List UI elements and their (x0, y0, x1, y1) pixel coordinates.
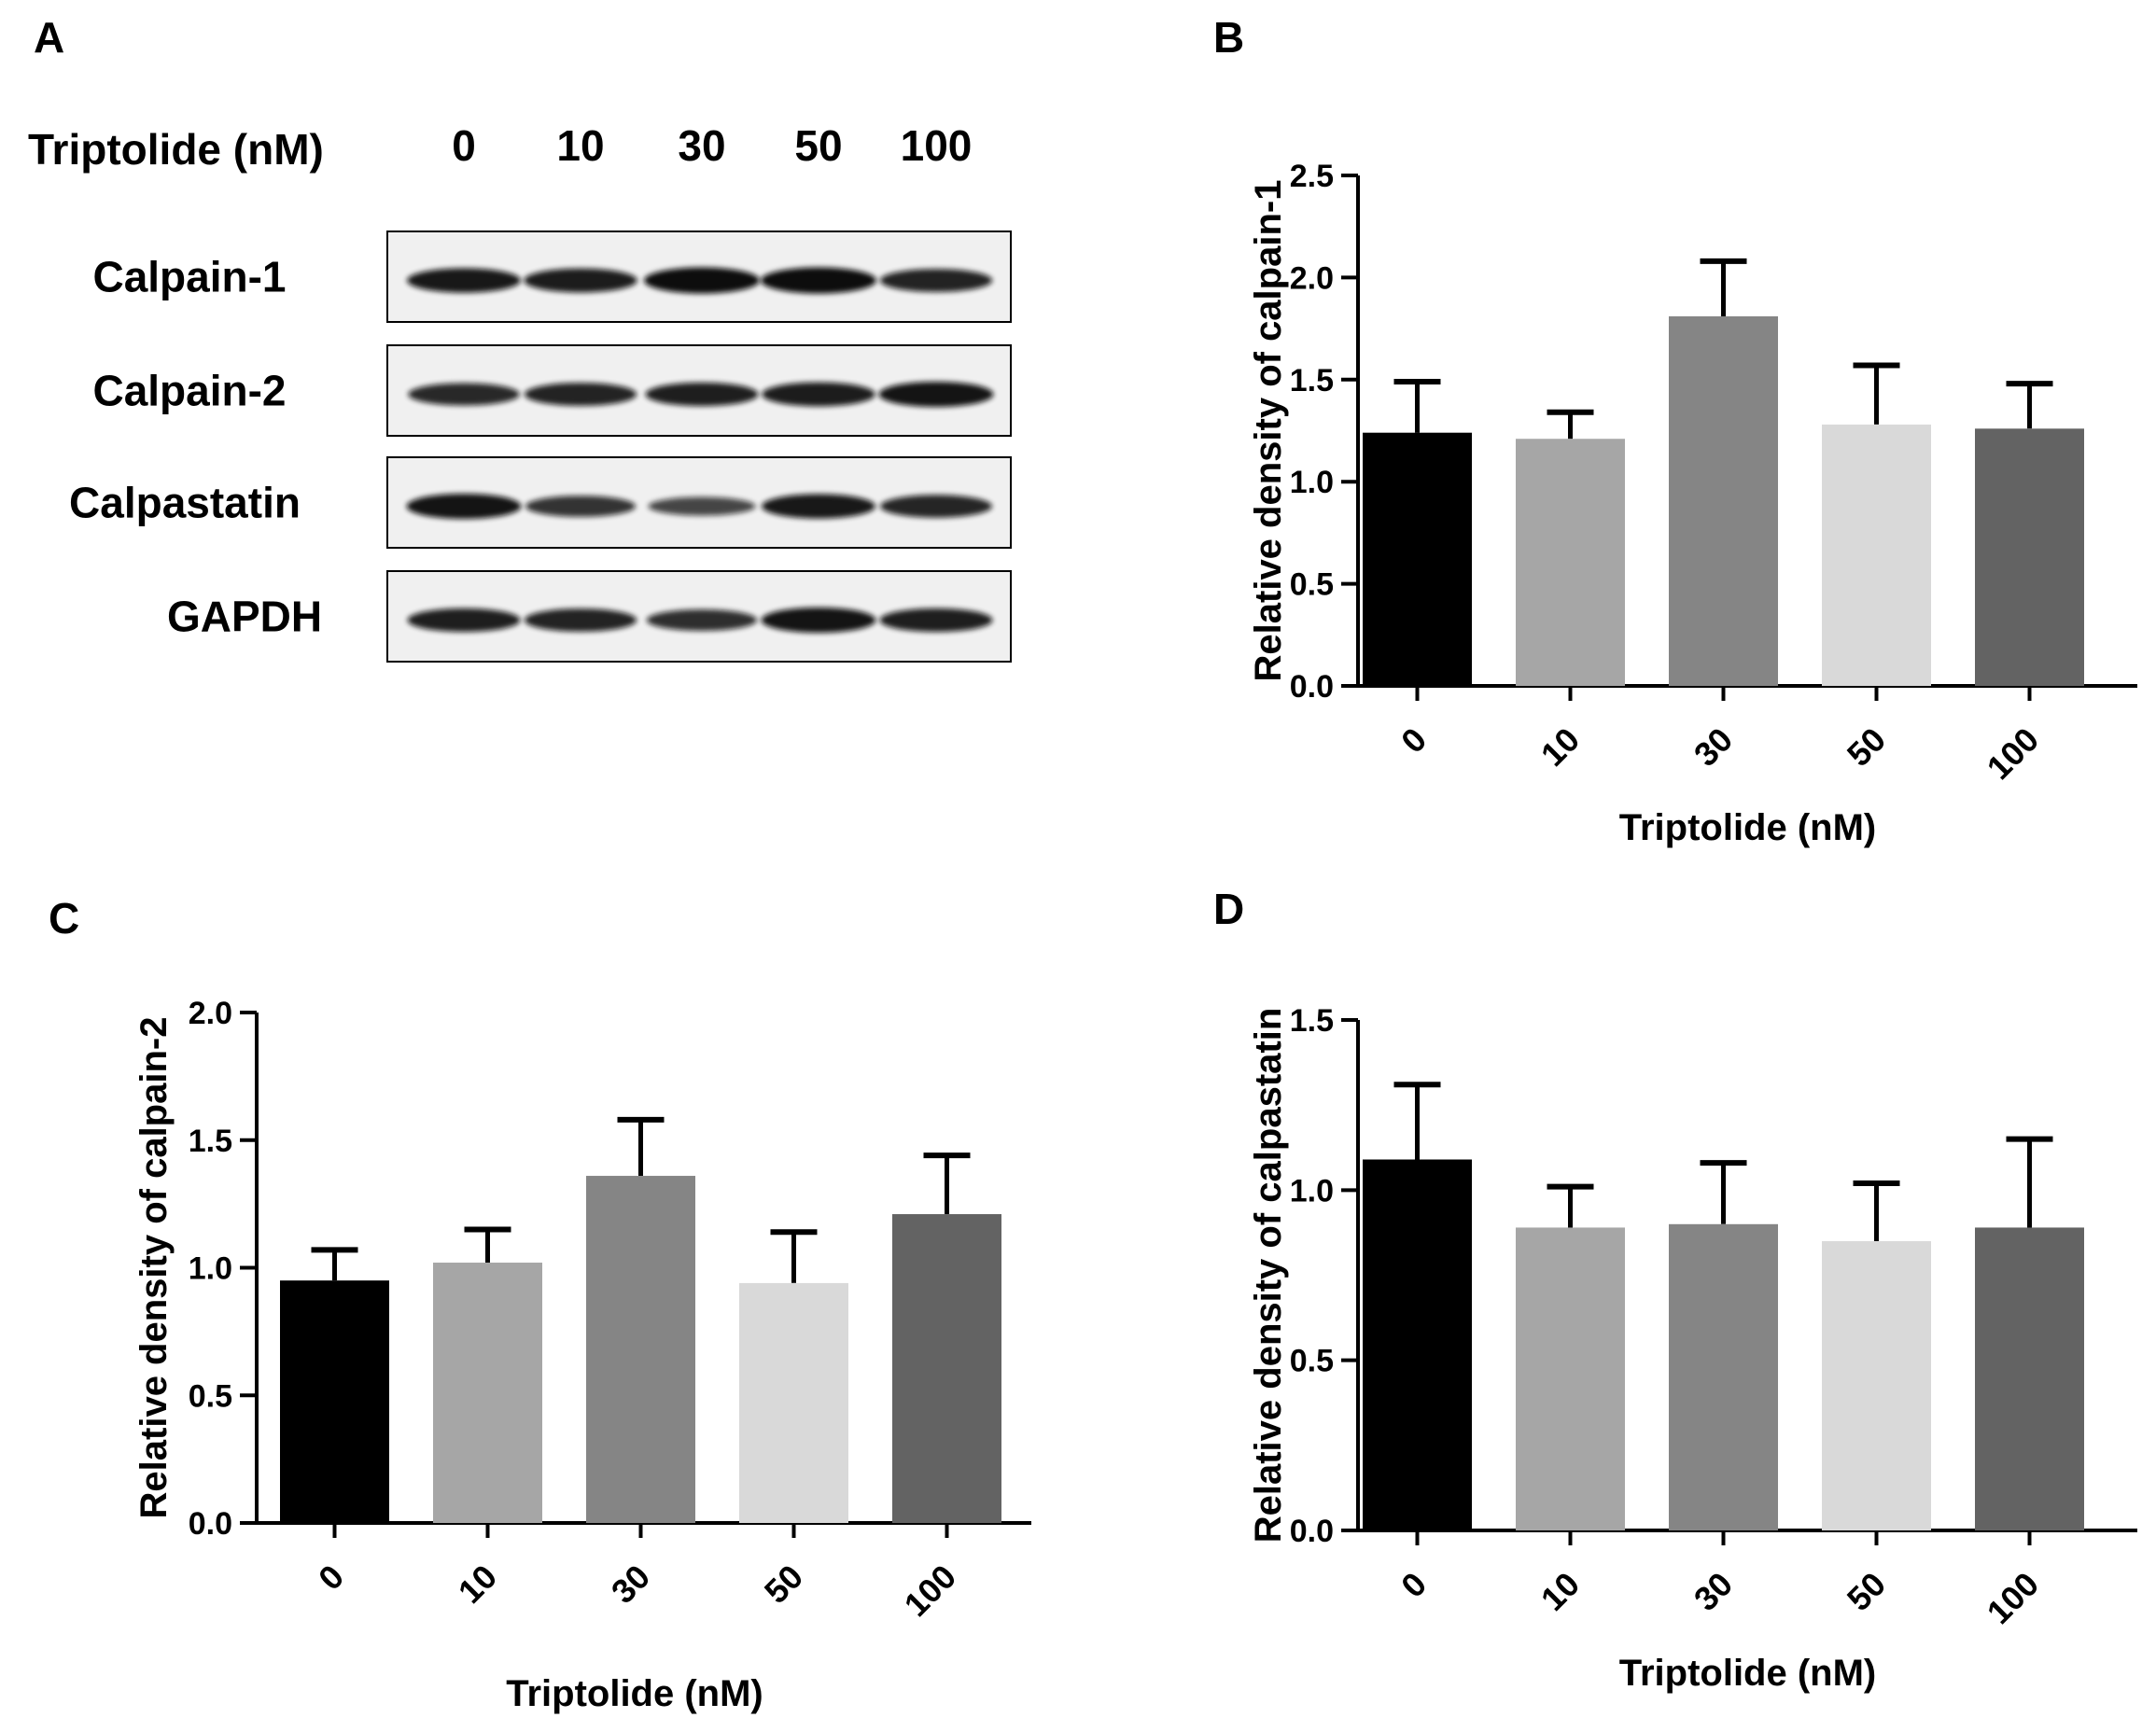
bar (1822, 1241, 1931, 1530)
y-tick-label: 1.0 (1290, 1173, 1334, 1208)
x-tick-label: 0 (311, 1557, 351, 1598)
bar (1975, 1227, 2084, 1530)
blot-band (648, 496, 756, 516)
y-tick-label: 1.5 (189, 1124, 232, 1159)
blot-row-label: GAPDH (167, 593, 322, 641)
x-tick-label: 0 (1393, 1565, 1434, 1605)
y-tick-label: 0.5 (1290, 1344, 1334, 1379)
blot-band (879, 269, 993, 292)
blot-band (525, 496, 636, 517)
bar (1669, 315, 1778, 686)
bar (1363, 432, 1472, 686)
y-tick-label: 2.0 (189, 996, 232, 1031)
bar (1975, 428, 2084, 686)
y-tick-label: 2.0 (1290, 260, 1334, 296)
x-tick-label: 10 (1533, 1565, 1587, 1618)
y-tick-label: 0.5 (189, 1378, 232, 1414)
lane-label: 10 (556, 121, 604, 170)
x-tick-label: 30 (604, 1557, 657, 1611)
blot-row-label: Calpain-1 (92, 253, 286, 301)
bar (1822, 424, 1931, 686)
blot-row-label: Calpastatin (69, 479, 301, 527)
blot-band (406, 493, 522, 520)
lane-label: 100 (901, 121, 973, 170)
bar (1516, 1227, 1625, 1530)
x-tick-label: 0 (1393, 720, 1434, 761)
blot-band (646, 609, 758, 631)
x-tick-label: 30 (1687, 720, 1740, 774)
x-tick-label: 10 (451, 1557, 504, 1611)
x-tick-label: 100 (1980, 1565, 2046, 1631)
blot-band (761, 267, 876, 294)
blot-band (879, 608, 993, 633)
blot-band (762, 382, 875, 407)
blot-band (762, 494, 875, 519)
y-tick-label: 1.5 (1290, 363, 1334, 398)
lane-label: 50 (794, 121, 842, 170)
x-tick-label: 100 (897, 1557, 963, 1624)
bar (739, 1282, 848, 1523)
panel-label: C (49, 894, 79, 943)
panel-a-label: A (34, 13, 64, 62)
x-axis-title: Triptolide (nM) (1619, 807, 1877, 848)
bar (586, 1176, 695, 1523)
bar (892, 1214, 1001, 1523)
x-axis-title: Triptolide (nM) (506, 1673, 763, 1714)
y-tick-label: 0.0 (189, 1506, 232, 1542)
x-tick-label: 100 (1980, 720, 2046, 787)
y-tick-label: 1.0 (1290, 465, 1334, 500)
bar (1516, 439, 1625, 686)
y-axis-title: Relative density of calpain-1 (1248, 180, 1289, 682)
blot-band (880, 495, 992, 518)
bar (433, 1263, 542, 1523)
panel-a-western-blot: A Triptolide (nM) 0 10 30 50 100 Calpain-1 Calpa… (28, 13, 1012, 663)
panel-label: B (1213, 13, 1244, 62)
blot-band (644, 267, 760, 294)
y-tick-label: 1.5 (1290, 1003, 1334, 1039)
blot-band (645, 382, 759, 407)
lane-label: 0 (452, 121, 476, 170)
panel-label: D (1213, 885, 1244, 933)
blot-band (407, 268, 521, 293)
blot-band (878, 381, 994, 408)
bar (280, 1280, 389, 1523)
y-tick-label: 0.0 (1290, 669, 1334, 705)
x-tick-label: 10 (1533, 720, 1587, 774)
lane-label: 30 (678, 121, 725, 170)
x-tick-label: 50 (1840, 720, 1893, 774)
y-tick-label: 1.0 (189, 1251, 232, 1287)
y-tick-label: 0.5 (1290, 567, 1334, 603)
blot-band (408, 383, 520, 406)
y-axis-title: Relative density of calpain-2 (133, 1017, 175, 1519)
panel-c-chart: C 0.0 0.5 1.0 1.5 2.0 Relative density of calp… (49, 894, 1031, 1714)
y-tick-label: 2.5 (1290, 159, 1334, 194)
y-axis-title: Relative density of calpastatin (1248, 1008, 1289, 1543)
blot-band (524, 608, 637, 632)
x-axis-title: Triptolide (nM) (1619, 1653, 1877, 1694)
blot-band (761, 607, 876, 634)
blot-band (524, 268, 637, 293)
x-tick-label: 50 (757, 1557, 810, 1611)
bar (1363, 1159, 1472, 1530)
bar (1669, 1223, 1778, 1530)
x-tick-label: 30 (1687, 1565, 1740, 1618)
x-tick-label: 50 (1840, 1565, 1893, 1618)
blot-band (407, 608, 521, 633)
treatment-label: Triptolide (nM) (28, 125, 324, 174)
blot-row-label: Calpain-2 (92, 367, 286, 415)
blot-band (524, 383, 637, 406)
y-tick-label: 0.0 (1290, 1514, 1334, 1549)
